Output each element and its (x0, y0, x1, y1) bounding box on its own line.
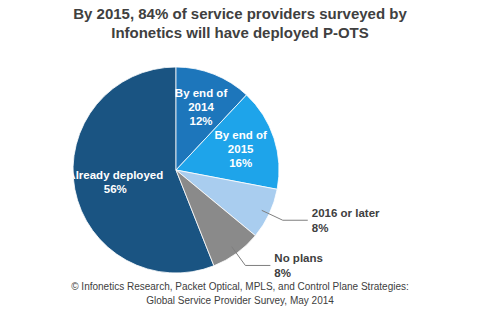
data-label: 12% (190, 115, 213, 127)
chart-root: Already deployed56%By end of201412%By en… (0, 0, 480, 320)
data-label: 8% (312, 222, 329, 234)
slice-label: 2014 (188, 101, 214, 113)
leader-line (232, 247, 271, 266)
leader-line (262, 210, 308, 220)
pie-slice (176, 170, 255, 266)
title-text: By 2015, 84% of service providers survey… (73, 5, 407, 41)
slice-label: Already deployed (67, 169, 163, 181)
slice-label: No plans (274, 252, 323, 264)
data-label: 56% (104, 183, 127, 195)
pie-svg: Already deployed56%By end of201412%By en… (0, 0, 480, 320)
source-line: © Infonetics Research, Packet Optical, M… (0, 280, 480, 294)
labels: Already deployed56%By end of201412%By en… (67, 87, 380, 279)
slice-label: 2016 or later (312, 207, 380, 219)
slice-label: By end of (175, 87, 228, 99)
source-line: Global Service Provider Survey, May 2014 (0, 294, 480, 308)
source: © Infonetics Research, Packet Optical, M… (0, 280, 480, 308)
data-label: 16% (229, 157, 252, 169)
slice-label: By end of (214, 129, 267, 141)
data-label: 8% (274, 267, 291, 279)
title: By 2015, 84% of service providers survey… (55, 4, 425, 42)
slice-label: 2015 (228, 143, 254, 155)
